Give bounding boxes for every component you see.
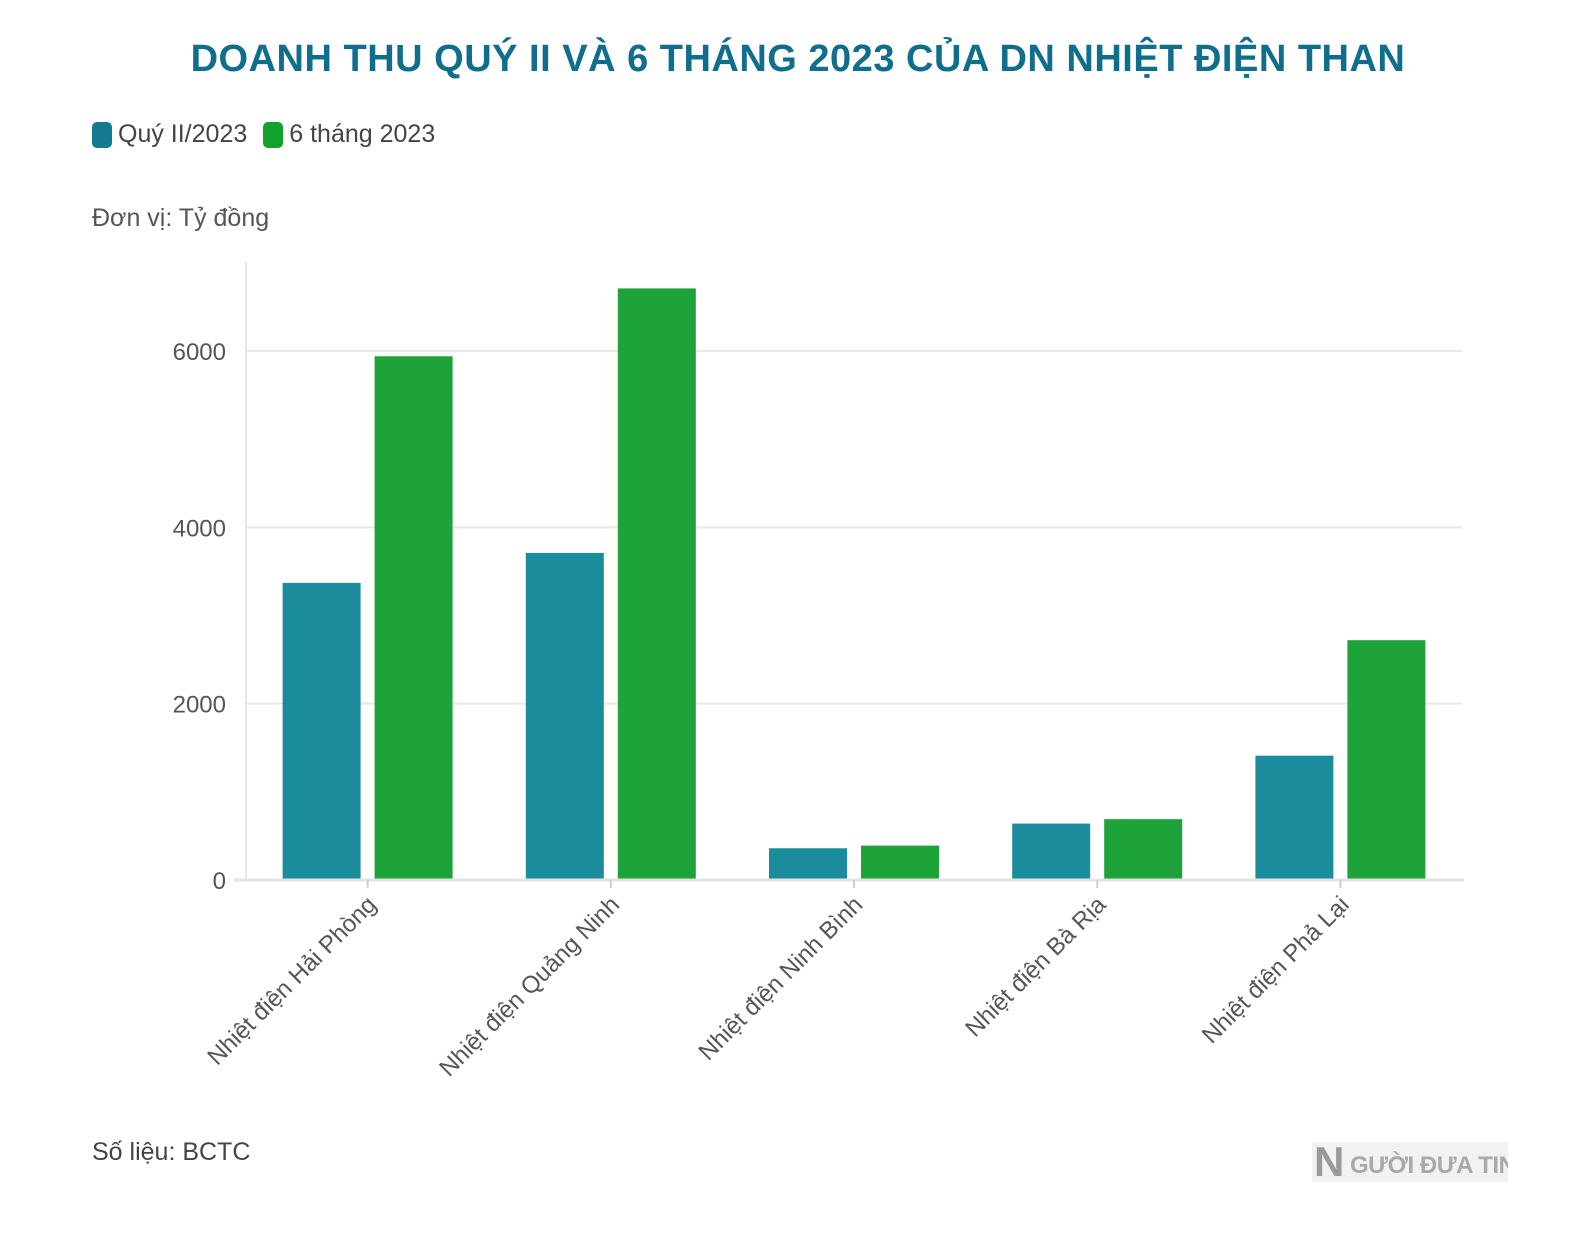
- legend-label-q2: Quý II/2023: [118, 120, 248, 148]
- chart-title: DOANH THU QUÝ II VÀ 6 THÁNG 2023 CỦA DN …: [190, 38, 1406, 80]
- brand-logo: N GƯỜI ĐƯA TIN: [1312, 1140, 1508, 1185]
- unit-label: Đơn vị: Tỷ đồng: [92, 204, 270, 232]
- bar-q2-4[interactable]: [1255, 755, 1334, 880]
- legend-swatch-6m: [263, 121, 284, 148]
- bar-q2-2[interactable]: [769, 848, 847, 880]
- bar-6m-0[interactable]: [374, 356, 453, 880]
- source-note: Số liệu: BCTC: [92, 1138, 251, 1166]
- bar-6m-2[interactable]: [861, 845, 939, 880]
- legend-item-6m[interactable]: 6 tháng 2023: [263, 120, 435, 149]
- legend-swatch-q2: [92, 121, 112, 148]
- bar-6m-1[interactable]: [617, 288, 696, 880]
- bar-q2-0[interactable]: [282, 582, 361, 880]
- axes: 0 2000 4000 6000 Nhiệt điện Hải Phòng Nhiệt đ…: [173, 339, 1464, 1082]
- svg-text:GƯỜI ĐƯA TIN: GƯỜI ĐƯA TIN: [1350, 1151, 1508, 1179]
- x-tick-label: Nhiệt điện Bà Rịa: [960, 891, 1112, 1043]
- bar-q2-3[interactable]: [1012, 823, 1091, 880]
- bars: [282, 288, 1426, 880]
- x-tick-label: Nhiệt điện Hải Phòng: [202, 891, 381, 1070]
- svg-text:N: N: [1314, 1140, 1344, 1185]
- bar-6m-3[interactable]: [1104, 819, 1183, 880]
- legend-label-6m: 6 tháng 2023: [289, 120, 436, 148]
- x-tick-label: Nhiệt điện Phả Lại: [1197, 891, 1355, 1049]
- bar-6m-4[interactable]: [1347, 640, 1426, 880]
- y-tick-label: 4000: [173, 515, 226, 542]
- x-tick-label: Nhiệt điện Quảng Ninh: [434, 891, 625, 1082]
- y-tick-label: 2000: [173, 692, 226, 719]
- bar-q2-1[interactable]: [525, 552, 604, 880]
- x-tick-label: Nhiệt điện Ninh Bình: [693, 891, 868, 1066]
- chart-legend: Quý II/2023 6 tháng 2023: [92, 120, 435, 149]
- y-tick-label: 6000: [173, 339, 226, 366]
- legend-item-q2[interactable]: Quý II/2023: [92, 120, 247, 149]
- y-tick-label: 0: [213, 868, 226, 895]
